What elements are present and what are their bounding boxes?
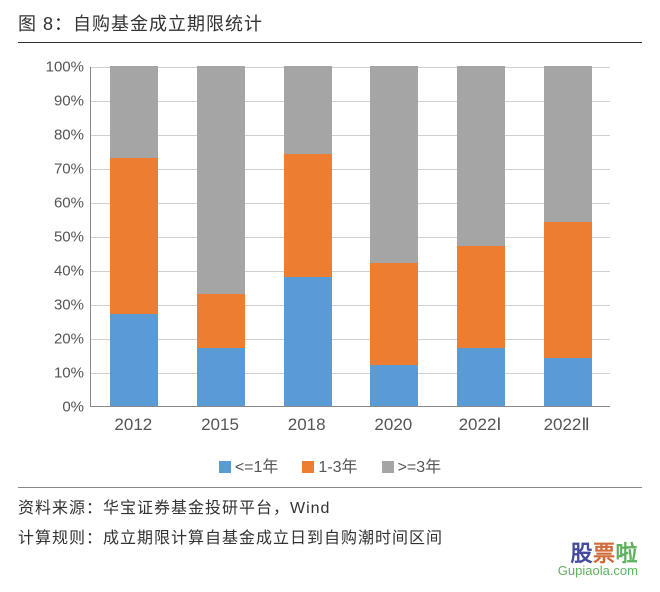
legend-swatch [302,461,314,473]
legend: <=1年 1-3年 >=3年 [30,453,630,477]
rule-line: 计算规则：成立期限计算自基金成立日到自购潮时间区间 [18,524,642,554]
bar-segment [457,246,505,348]
bars-group [91,67,610,406]
bar-segment [110,66,158,158]
bar-segment [370,66,418,263]
y-tick-label: 70% [34,161,84,178]
x-tick-label: 2022Ⅱ [527,415,607,435]
bar-segment [110,314,158,406]
y-tick-label: 30% [34,297,84,314]
y-tick-label: 50% [34,229,84,246]
y-tick-label: 10% [34,365,84,382]
watermark-char: 票 [593,541,616,566]
footer-divider [18,487,642,488]
bar-column [110,67,158,406]
x-tick-label: 2015 [180,415,260,435]
bar-segment [544,66,592,222]
bar-segment [197,66,245,294]
plot-area [90,67,610,407]
bar-segment [284,66,332,154]
bar-segment [457,66,505,246]
legend-item: <=1年 [219,453,279,477]
x-tick-label: 2018 [267,415,347,435]
bar-column [457,67,505,406]
bar-segment [370,365,418,406]
bar-segment [110,158,158,314]
source-line: 资料来源：华宝证券基金投研平台，Wind [18,494,642,524]
watermark-char: 股 [570,541,593,566]
legend-item: 1-3年 [302,453,357,477]
bar-segment [284,154,332,276]
y-tick-label: 100% [34,59,84,76]
y-tick-label: 80% [34,127,84,144]
x-tick-label: 2022Ⅰ [440,415,520,435]
watermark-sub: Gupiaola.com [558,564,638,578]
bar-segment [457,348,505,406]
bar-column [544,67,592,406]
legend-item: >=3年 [382,453,442,477]
x-tick-label: 2012 [93,415,173,435]
bar-segment [544,358,592,406]
bar-segment [370,263,418,365]
legend-label: <=1年 [235,459,279,476]
chart-container: 0% 10% 20% 30% 40% 50% 60% 70% 80% 90% 100% 2012 20… [30,57,630,477]
watermark: 股票啦 Gupiaola.com [558,542,638,578]
y-tick-label: 20% [34,331,84,348]
legend-label: >=3年 [398,459,442,476]
bar-segment [284,277,332,406]
y-tick-label: 60% [34,195,84,212]
watermark-char: 啦 [615,541,638,566]
chart-title: 图 8：自购基金成立期限统计 [18,14,263,34]
x-tick-label: 2020 [353,415,433,435]
chart-title-row: 图 8：自购基金成立期限统计 [18,10,642,43]
bar-column [197,67,245,406]
y-tick-label: 40% [34,263,84,280]
y-tick-label: 90% [34,93,84,110]
y-tick-label: 0% [34,399,84,416]
legend-swatch [382,461,394,473]
bar-segment [197,294,245,348]
bar-column [370,67,418,406]
legend-label: 1-3年 [318,459,357,476]
bar-segment [544,222,592,358]
legend-swatch [219,461,231,473]
bar-column [284,67,332,406]
bar-segment [197,348,245,406]
